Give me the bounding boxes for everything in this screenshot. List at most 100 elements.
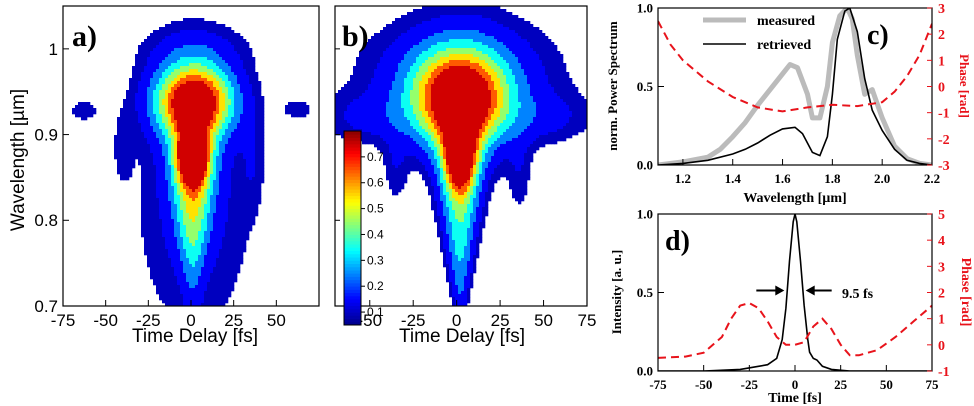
heatmap-cell [246,69,250,73]
heatmap-cell [237,258,241,262]
heatmap-cell [138,111,142,115]
heatmap-cell [147,174,151,178]
heatmap-cell [228,270,232,274]
heatmap-cell [356,102,360,106]
heatmap-cell [150,90,154,94]
heatmap-cell [174,279,178,283]
heatmap-cell [341,126,345,130]
heatmap-cell [213,252,217,256]
heatmap-cell [174,99,178,103]
heatmap-cell [249,153,253,157]
heatmap-cell [177,285,181,289]
heatmap-cell [243,237,247,241]
heatmap-cell [228,291,232,295]
heatmap-cell [234,201,238,205]
heatmap-cell [228,144,232,148]
heatmap-cell [189,234,193,238]
heatmap-cell [410,120,414,124]
heatmap-cell [219,276,223,280]
heatmap-cell [216,171,220,175]
heatmap-cell [144,243,148,247]
heatmap-cell [213,33,217,37]
heatmap-cell [219,234,223,238]
heatmap-cell [237,240,241,244]
heatmap-cell [395,90,399,94]
heatmap-cell [222,249,226,253]
heatmap-cell [386,33,390,37]
heatmap-cell [237,201,241,205]
heatmap-cell [210,237,214,241]
heatmap-cell [404,75,408,79]
heatmap-cell [75,108,79,112]
heatmap-cell [416,27,420,31]
heatmap-cell [138,57,142,61]
heatmap-cell [225,183,229,187]
heatmap-cell [228,42,232,46]
heatmap-cell [153,93,157,97]
heatmap-cell [213,222,217,226]
heatmap-cell [368,141,372,145]
heatmap-cell [210,207,214,211]
heatmap-cell [258,135,262,139]
heatmap-cell [240,69,244,73]
heatmap-cell [398,78,402,82]
heatmap-cell [255,177,259,181]
heatmap-cell [219,39,223,43]
heatmap-cell [249,54,253,58]
heatmap-cell [198,24,202,28]
heatmap-cell [195,276,199,280]
heatmap-cell [404,27,408,31]
heatmap-cell [192,288,196,292]
heatmap-cell [162,153,166,157]
heatmap-cell [201,108,205,112]
heatmap-cell [389,177,393,181]
heatmap-cell [210,258,214,262]
heatmap-cell [404,147,408,151]
heatmap-cell [171,174,175,178]
heatmap-cell [222,48,226,52]
heatmap-cell [120,168,124,172]
heatmap-cell [198,255,202,259]
heatmap-cell [231,111,235,115]
heatmap-cell [231,144,235,148]
heatmap-cell [422,102,426,106]
heatmap-cell [159,129,163,133]
heatmap-cell [234,60,238,64]
heatmap-cell [183,66,187,70]
heatmap-cell [237,219,241,223]
heatmap-cell [207,270,211,274]
heatmap-cell [171,228,175,232]
heatmap-cell [234,219,238,223]
heatmap-cell [150,69,154,73]
heatmap-cell [198,21,202,25]
heatmap-cell [389,57,393,61]
heatmap-cell [186,207,190,211]
heatmap-cell [147,189,151,193]
heatmap-cell [159,87,163,91]
heatmap-cell [171,129,175,133]
heatmap-cell [180,120,184,124]
heatmap-cell [347,87,351,91]
heatmap-cell [392,123,396,127]
heatmap-cell [153,207,157,211]
heatmap-cell [219,63,223,67]
heatmap-cell [174,258,178,262]
heatmap-cell [255,210,259,214]
heatmap-cell [129,120,133,124]
heatmap-cell [150,186,154,190]
heatmap-cell [234,45,238,49]
heatmap-cell [150,105,154,109]
heatmap-cell [237,234,241,238]
heatmap-cell [138,105,142,109]
heatmap-cell [135,96,139,100]
heatmap-cell [180,60,184,64]
heatmap-cell [183,24,187,28]
heatmap-cell [219,210,223,214]
heatmap-cell [123,150,127,154]
heatmap-cell [419,156,423,160]
heatmap-cell [201,225,205,229]
heatmap-cell [156,129,160,133]
heatmap-cell [159,39,163,43]
heatmap-cell [186,186,190,190]
heatmap-cell [138,144,142,148]
